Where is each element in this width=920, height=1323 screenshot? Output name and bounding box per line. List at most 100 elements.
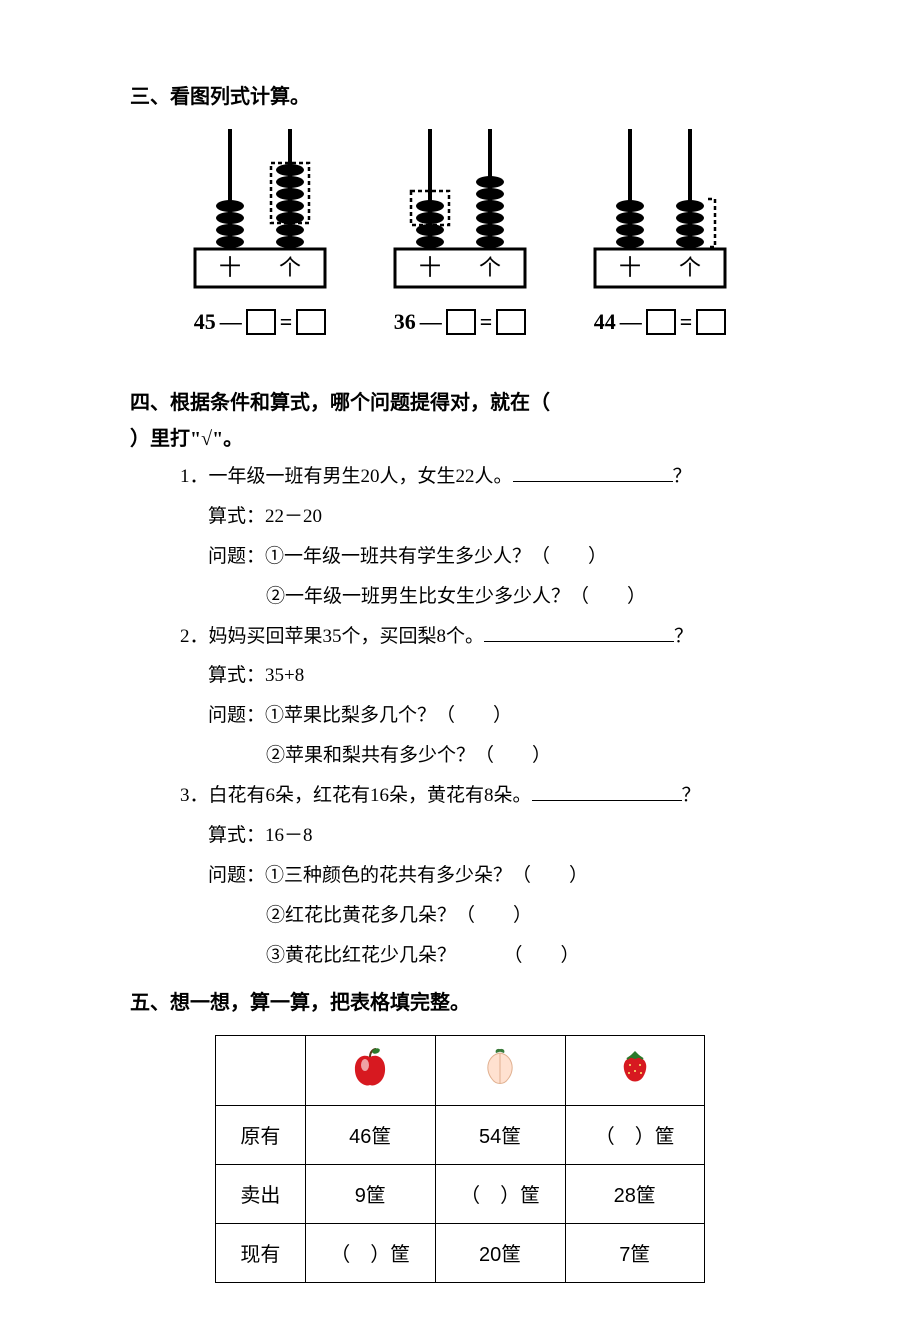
cell-2-1: 20筐 bbox=[435, 1223, 565, 1282]
blank-line[interactable] bbox=[513, 462, 673, 482]
question-1-option-1[interactable]: 问题：①一年级一班共有学生多少人？（ ） bbox=[208, 537, 790, 577]
eq2-start: 36 bbox=[394, 309, 416, 335]
svg-text:十: 十 bbox=[219, 255, 241, 280]
cell-2-2: 7筐 bbox=[565, 1223, 704, 1282]
formula-value: 35+8 bbox=[265, 665, 304, 686]
row-label-1: 卖出 bbox=[216, 1164, 306, 1223]
abacus-2: 十 个 36 — bbox=[385, 129, 535, 335]
apple-icon bbox=[348, 1045, 392, 1089]
svg-text:十: 十 bbox=[419, 255, 441, 280]
svg-text:个: 个 bbox=[479, 255, 501, 280]
fruit-table: 原有 46筐 54筐 （ ）筐 卖出 9筐 （ ）筐 28筐 现有 （ ）筐 2… bbox=[215, 1035, 705, 1283]
svg-text:个: 个 bbox=[679, 255, 701, 280]
formula-value: 16－8 bbox=[265, 825, 313, 846]
equals-sign: = bbox=[280, 309, 293, 335]
minus-sign: — bbox=[620, 309, 642, 335]
abacus-2-svg: 十 个 bbox=[385, 129, 535, 299]
questions-container: 1．一年级一班有男生20人，女生22人。？算式：22－20问题：①一年级一班共有… bbox=[130, 457, 790, 976]
abacus-row: 十 个 45 bbox=[160, 129, 760, 335]
abacus-1-svg: 十 个 bbox=[185, 129, 335, 299]
option-text: ②一年级一班男生比女生少多少人？（ ） bbox=[266, 586, 646, 607]
formula-label: 算式： bbox=[208, 506, 265, 527]
question-1: 1．一年级一班有男生20人，女生22人。？算式：22－20问题：①一年级一班共有… bbox=[180, 457, 790, 617]
minus-sign: — bbox=[420, 309, 442, 335]
section4-title: 四、根据条件和算式，哪个问题提得对，就在（ ）里打"√"。 bbox=[130, 385, 790, 457]
equals-sign: = bbox=[680, 309, 693, 335]
formula-value: 22－20 bbox=[265, 506, 322, 527]
row-label-0: 原有 bbox=[216, 1105, 306, 1164]
section4-title-line1: 四、根据条件和算式，哪个问题提得对，就在（ bbox=[130, 392, 550, 414]
equation-2: 36 — = bbox=[394, 309, 527, 335]
cell-0-2[interactable]: （ ）筐 bbox=[565, 1105, 704, 1164]
question-1-stem: 1．一年级一班有男生20人，女生22人。？ bbox=[180, 457, 790, 497]
question-1-option-2[interactable]: ②一年级一班男生比女生少多少人？（ ） bbox=[266, 577, 790, 617]
option-text: ②红花比黄花多几朵？（ ） bbox=[266, 905, 532, 926]
strawberry-icon bbox=[615, 1047, 655, 1087]
table-corner bbox=[216, 1035, 306, 1105]
abacus-3: 十 个 44 — = bbox=[585, 129, 735, 335]
cell-0-0: 46筐 bbox=[305, 1105, 435, 1164]
cell-2-0[interactable]: （ ）筐 bbox=[305, 1223, 435, 1282]
option-label: 问题： bbox=[208, 865, 265, 886]
option-text: ①苹果比梨多几个？（ ） bbox=[265, 705, 512, 726]
question-num: 2． bbox=[180, 617, 209, 657]
question-3-option-2[interactable]: ②红花比黄花多几朵？（ ） bbox=[266, 896, 790, 936]
eq1-start: 45 bbox=[194, 309, 216, 335]
peach-icon bbox=[478, 1045, 522, 1089]
question-tail: ？ bbox=[682, 785, 701, 806]
option-label: 问题： bbox=[208, 546, 265, 567]
svg-text:十: 十 bbox=[619, 255, 641, 280]
question-2-option-2[interactable]: ②苹果和梨共有多少个？（ ） bbox=[266, 736, 790, 776]
cell-1-2: 28筐 bbox=[565, 1164, 704, 1223]
svg-text:个: 个 bbox=[279, 255, 301, 280]
question-2-formula: 算式：35+8 bbox=[208, 656, 790, 696]
question-3-formula: 算式：16－8 bbox=[208, 816, 790, 856]
fruit-strawberry-header bbox=[565, 1035, 704, 1105]
question-3-option-3[interactable]: ③黄花比红花少几朵？ （ ） bbox=[266, 936, 790, 976]
question-tail: ？ bbox=[674, 626, 693, 647]
question-3-option-1[interactable]: 问题：①三种颜色的花共有多少朵？（ ） bbox=[208, 856, 790, 896]
question-2: 2．妈妈买回苹果35个，买回梨8个。？算式：35+8问题：①苹果比梨多几个？（ … bbox=[180, 617, 790, 777]
row-label-2: 现有 bbox=[216, 1223, 306, 1282]
equation-1: 45 — = bbox=[194, 309, 327, 335]
option-text: ①一年级一班共有学生多少人？（ ） bbox=[265, 546, 607, 567]
question-num: 3． bbox=[180, 776, 209, 816]
question-2-option-1[interactable]: 问题：①苹果比梨多几个？（ ） bbox=[208, 696, 790, 736]
eq1-box1[interactable] bbox=[246, 309, 276, 335]
question-stem-text: 一年级一班有男生20人，女生22人。 bbox=[209, 466, 513, 487]
cell-0-1: 54筐 bbox=[435, 1105, 565, 1164]
eq3-start: 44 bbox=[594, 309, 616, 335]
abacus-3-svg: 十 个 bbox=[585, 129, 735, 299]
question-1-formula: 算式：22－20 bbox=[208, 497, 790, 537]
question-3-stem: 3．白花有6朵，红花有16朵，黄花有8朵。 ？ bbox=[180, 776, 790, 816]
blank-line[interactable] bbox=[484, 622, 674, 642]
blank-line[interactable] bbox=[532, 781, 682, 801]
question-2-stem: 2．妈妈买回苹果35个，买回梨8个。 ？ bbox=[180, 617, 790, 657]
abacus-1: 十 个 45 bbox=[185, 129, 335, 335]
cell-1-0: 9筐 bbox=[305, 1164, 435, 1223]
option-text: ③黄花比红花少几朵？ （ ） bbox=[266, 945, 580, 966]
fruit-apple-header bbox=[305, 1035, 435, 1105]
eq3-box2[interactable] bbox=[696, 309, 726, 335]
eq1-box2[interactable] bbox=[296, 309, 326, 335]
eq2-box2[interactable] bbox=[496, 309, 526, 335]
formula-label: 算式： bbox=[208, 825, 265, 846]
option-label: 问题： bbox=[208, 705, 265, 726]
equation-3: 44 — = bbox=[594, 309, 727, 335]
section5-title: 五、想一想，算一算，把表格填完整。 bbox=[130, 986, 790, 1015]
cell-1-1[interactable]: （ ）筐 bbox=[435, 1164, 565, 1223]
question-stem-text: 妈妈买回苹果35个，买回梨8个。 bbox=[209, 626, 485, 647]
page: 三、看图列式计算。 十 个 bbox=[0, 0, 920, 1323]
fruit-peach-header bbox=[435, 1035, 565, 1105]
section4-title-line2: ）里打"√"。 bbox=[130, 428, 243, 450]
question-3: 3．白花有6朵，红花有16朵，黄花有8朵。？算式：16－8问题：①三种颜色的花共… bbox=[180, 776, 790, 975]
question-stem-text: 白花有6朵，红花有16朵，黄花有8朵。 bbox=[209, 785, 532, 806]
option-text: ②苹果和梨共有多少个？（ ） bbox=[266, 745, 551, 766]
eq2-box1[interactable] bbox=[446, 309, 476, 335]
eq3-box1[interactable] bbox=[646, 309, 676, 335]
equals-sign: = bbox=[480, 309, 493, 335]
minus-sign: — bbox=[220, 309, 242, 335]
section3-title: 三、看图列式计算。 bbox=[130, 80, 790, 109]
question-tail: ？ bbox=[673, 466, 692, 487]
formula-label: 算式： bbox=[208, 665, 265, 686]
